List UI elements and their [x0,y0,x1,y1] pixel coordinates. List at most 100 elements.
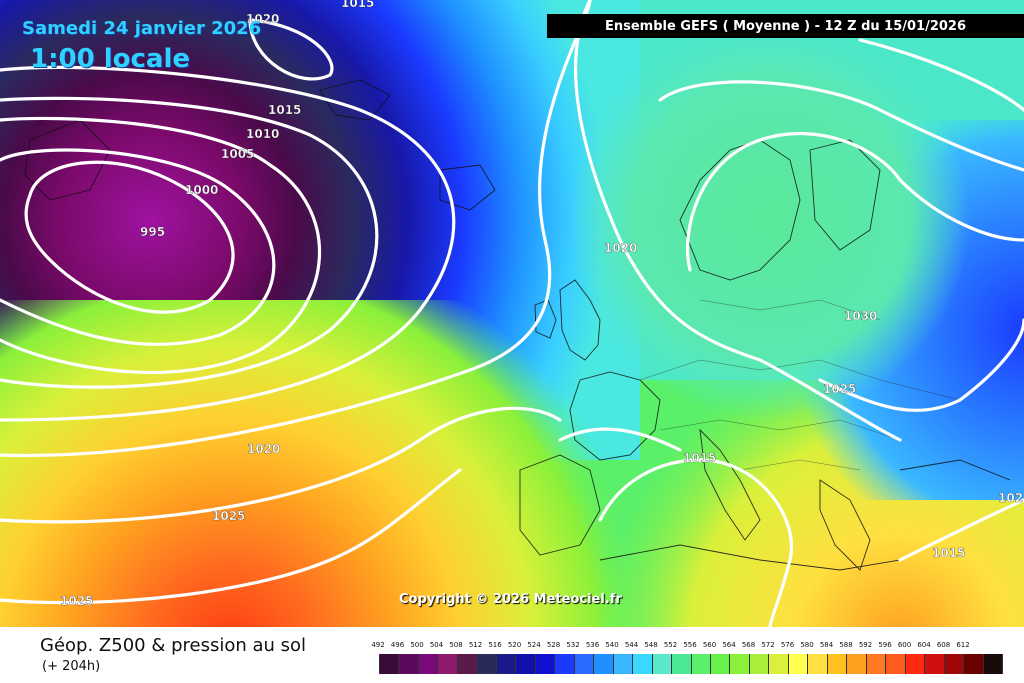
isobar-1005 [0,116,322,374]
borders [639,299,961,471]
legend-value: 564 [722,641,736,649]
isobar-label: 995 [140,225,165,239]
isobar-1015 [0,65,456,422]
legend-swatch [963,654,983,674]
isobar-label: 1020 [246,12,279,26]
legend-swatch [515,654,535,674]
isobar-1025-far [0,468,462,605]
isobar-1020-main [0,0,592,458]
isobar-label: 1025 [60,594,93,608]
isobar-label: 1005 [221,147,254,161]
legend-swatch [612,654,633,674]
lead-time: (+ 204h) [42,659,101,674]
legend-value: 608 [936,641,951,649]
forecast-time: 1:00 locale [30,44,190,74]
legend-swatch [885,654,905,674]
legend-swatch [807,654,827,674]
legend-swatch [456,654,477,674]
legend-swatch [709,654,730,674]
forecast-date: Samedi 24 janvier 2026 [22,18,262,39]
legend-value: 504 [429,641,444,649]
legend-swatch [573,654,594,674]
legend-swatch [554,654,574,674]
isobar-1015-se [898,498,1024,562]
isobar-label: 1015 [683,451,716,465]
legend-swatch [787,654,808,674]
legend-value: 548 [644,641,658,649]
legend-value: 492 [371,641,385,649]
ensemble-header: Ensemble GEFS ( Moyenne ) - 12 Z du 15/0… [547,14,1024,38]
isobars [0,0,1024,627]
isobar-label: 1015 [341,0,374,10]
legend-value: 612 [956,641,970,649]
legend-swatch [826,654,847,674]
legend-swatches [379,654,1003,674]
isobar-label: 1025 [212,509,245,523]
isobar-1000 [0,148,276,346]
isobar-1020-east [574,0,902,442]
legend-value: 520 [507,641,522,649]
legend-value: 576 [780,641,795,649]
legend-swatch [690,654,710,674]
legend-value: 508 [449,641,463,649]
isobar-1030 [685,131,1024,272]
legend-value: 500 [410,641,424,649]
legend-value: 524 [527,641,541,649]
legend-swatch [379,654,399,674]
legend-value: 572 [761,641,775,649]
legend-value: 556 [683,641,697,649]
legend-value: 584 [819,641,834,649]
legend-swatch [593,654,613,674]
isobar-1010 [0,96,379,389]
legend-swatch [651,654,672,674]
isobar-label: 1030 [844,309,877,323]
legend-swatch [943,654,964,674]
scandinavia-field [560,40,980,420]
isobar-label: 1015 [932,546,965,560]
legend-value: 604 [917,641,931,649]
legend-bar: Géop. Z500 & pression au sol (+ 204h) 49… [0,627,1024,683]
isobar-1025-e [818,318,1024,412]
legend-swatch [437,654,457,674]
isobar-label: 1000 [185,183,218,197]
legend-value: 592 [858,641,873,649]
legend-swatch [476,654,496,674]
isobar-1020-se [558,427,682,452]
isobar-995 [24,160,235,314]
isobar-1020-nw [248,18,334,81]
legend-swatch [982,654,1003,674]
isobar-label: 1020 [247,442,280,456]
isobar-1025-sw [0,406,562,524]
legend-swatch [768,654,788,674]
legend-swatch [846,654,866,674]
legend-swatch [904,654,925,674]
legend-value: 528 [546,641,561,649]
legend-value: 544 [624,641,639,649]
legend-swatch [924,654,944,674]
legend-value: 536 [585,641,600,649]
legend-value: 516 [488,641,502,649]
legend-swatch [495,654,516,674]
isobar-label: 1015 [268,103,301,117]
isobar-label: 1025 [823,382,856,396]
isobar-1025-scand [658,80,1024,172]
legend-value: 512 [468,641,483,649]
legend-value: 560 [702,641,717,649]
legend-value: 568 [741,641,756,649]
legend-swatch [748,654,769,674]
legend-swatch [671,654,691,674]
legend-value: 596 [878,641,892,649]
legend-value: 600 [897,641,912,649]
legend-swatch [417,654,438,674]
field-title: Géop. Z500 & pression au sol [40,635,307,656]
legend-swatch [865,654,886,674]
isobar-labels: 1015 1020 1015 1010 1005 1000 995 1020 1… [60,0,1023,608]
isobar-1020-far-e [858,38,1024,112]
pressure-map: 1015 1020 1015 1010 1005 1000 995 1020 1… [0,0,1024,627]
isobar-label: 1010 [246,127,279,141]
legend-value: 580 [800,641,814,649]
isobar-label: 102 [998,491,1023,505]
legend-value: 540 [605,641,619,649]
legend-value: 552 [663,641,678,649]
isobar-label: 1020 [604,241,637,255]
